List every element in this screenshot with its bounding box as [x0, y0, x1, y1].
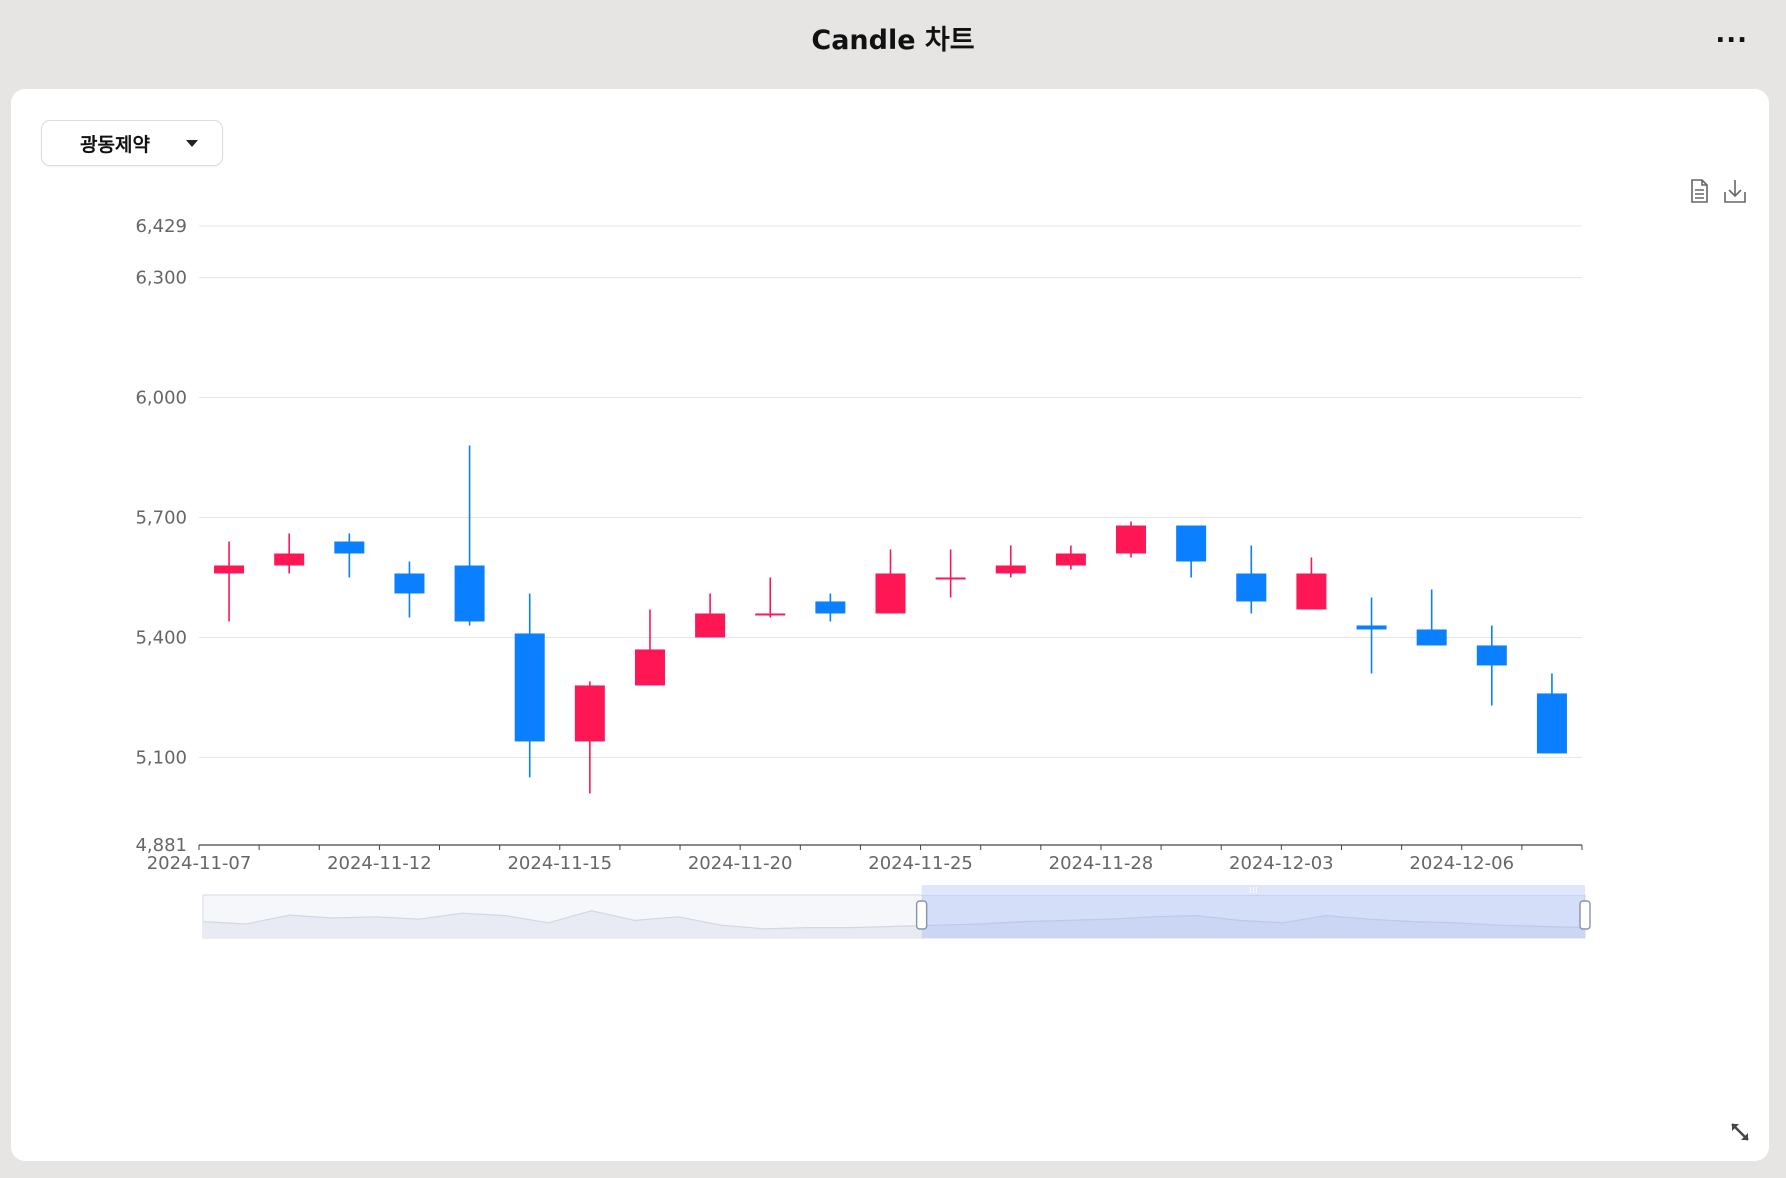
- y-tick-label: 6,300: [135, 268, 187, 289]
- candle-body: [1476, 645, 1507, 666]
- candle-body: [394, 573, 425, 594]
- candle: [1176, 525, 1207, 578]
- stock-dropdown-value: 광동제약: [80, 133, 150, 156]
- stock-dropdown[interactable]: 광동제약: [41, 120, 223, 166]
- zoom-handle-right[interactable]: [1579, 900, 1591, 930]
- candle: [695, 593, 726, 638]
- candle: [634, 609, 665, 686]
- candle: [1296, 557, 1327, 610]
- candlestick-chart: 4,881 5,100 5,400 5,700 6,000 6,300 6,429 2024…: [135, 216, 1591, 939]
- candle-body: [454, 565, 485, 622]
- candle-body: [214, 565, 245, 574]
- y-axis-labels: 4,881 5,100 5,400 5,700 6,000 6,300 6,429: [135, 216, 187, 856]
- candle: [454, 445, 485, 626]
- document-icon[interactable]: [1685, 176, 1713, 206]
- candle: [815, 593, 846, 622]
- x-tick-label: 2024-11-28: [1049, 853, 1154, 874]
- candle: [875, 549, 906, 614]
- x-tick-label: 2024-11-07: [147, 853, 252, 874]
- candle-body: [1055, 553, 1086, 566]
- candle-body: [995, 565, 1026, 574]
- candle-body: [815, 601, 846, 614]
- candle: [1416, 589, 1447, 646]
- chevron-down-icon: [186, 140, 198, 147]
- x-tick-label: 2024-11-15: [507, 853, 612, 874]
- download-icon[interactable]: [1721, 176, 1749, 206]
- y-tick-label: 6,429: [135, 216, 187, 237]
- y-tick-label: 5,100: [135, 747, 187, 768]
- candle: [1356, 597, 1387, 674]
- y-tick-label: 4,881: [135, 835, 187, 856]
- candle: [1476, 625, 1507, 706]
- candle: [394, 561, 425, 618]
- candle-body: [695, 613, 726, 638]
- x-tick-label: 2024-11-20: [688, 853, 793, 874]
- zoom-slider: [202, 885, 1591, 939]
- chart-card: 광동제약 4,881 5,100 5,400 5,700 6,000 6,300 6,429…: [11, 89, 1769, 1161]
- candle-body: [875, 573, 906, 614]
- zoom-window[interactable]: [921, 895, 1585, 938]
- zoom-overview-line: [202, 910, 1586, 930]
- grid-lines: [199, 225, 1582, 758]
- page-title: Candle 차트: [811, 25, 975, 56]
- x-axis: 2024-11-07 2024-11-12 2024-11-15 2024-11-20…: [147, 844, 1583, 874]
- candle: [935, 549, 966, 598]
- candle-body: [1176, 525, 1207, 562]
- zoom-grip-icon: [1249, 887, 1257, 893]
- candle-body: [1536, 693, 1567, 754]
- candle-body: [274, 553, 305, 566]
- candles: [214, 445, 1567, 794]
- zoom-handle-left[interactable]: [915, 900, 928, 930]
- y-tick-label: 6,000: [135, 388, 187, 409]
- y-tick-label: 5,700: [135, 508, 187, 529]
- expand-icon[interactable]: [1727, 1119, 1753, 1145]
- candle: [334, 533, 365, 578]
- candle: [1236, 545, 1267, 614]
- candle: [1055, 545, 1086, 570]
- candle: [574, 681, 605, 794]
- x-tick-label: 2024-12-03: [1229, 853, 1334, 874]
- candle-body: [755, 613, 786, 616]
- candle: [1536, 673, 1567, 754]
- more-options-button[interactable]: ...: [1715, 19, 1748, 49]
- x-tick-label: 2024-11-25: [868, 853, 973, 874]
- candle-body: [1356, 625, 1387, 630]
- candle: [1116, 521, 1147, 558]
- zoom-overview-area: [203, 910, 1585, 938]
- x-tick-label: 2024-12-06: [1409, 853, 1514, 874]
- candle-body: [514, 633, 545, 742]
- candle-body: [1236, 573, 1267, 602]
- candle-body: [634, 649, 665, 686]
- y-tick-label: 5,400: [135, 627, 187, 648]
- candle: [274, 533, 305, 574]
- candle-body: [334, 541, 365, 554]
- candle-body: [574, 685, 605, 742]
- candle-body: [935, 577, 966, 580]
- x-tick-label: 2024-11-12: [327, 853, 432, 874]
- candle-body: [1296, 573, 1327, 610]
- candle-body: [1416, 629, 1447, 646]
- candle-body: [1116, 525, 1147, 554]
- candle: [214, 541, 245, 622]
- candle: [514, 593, 545, 778]
- candle: [755, 577, 786, 618]
- candle: [995, 545, 1026, 578]
